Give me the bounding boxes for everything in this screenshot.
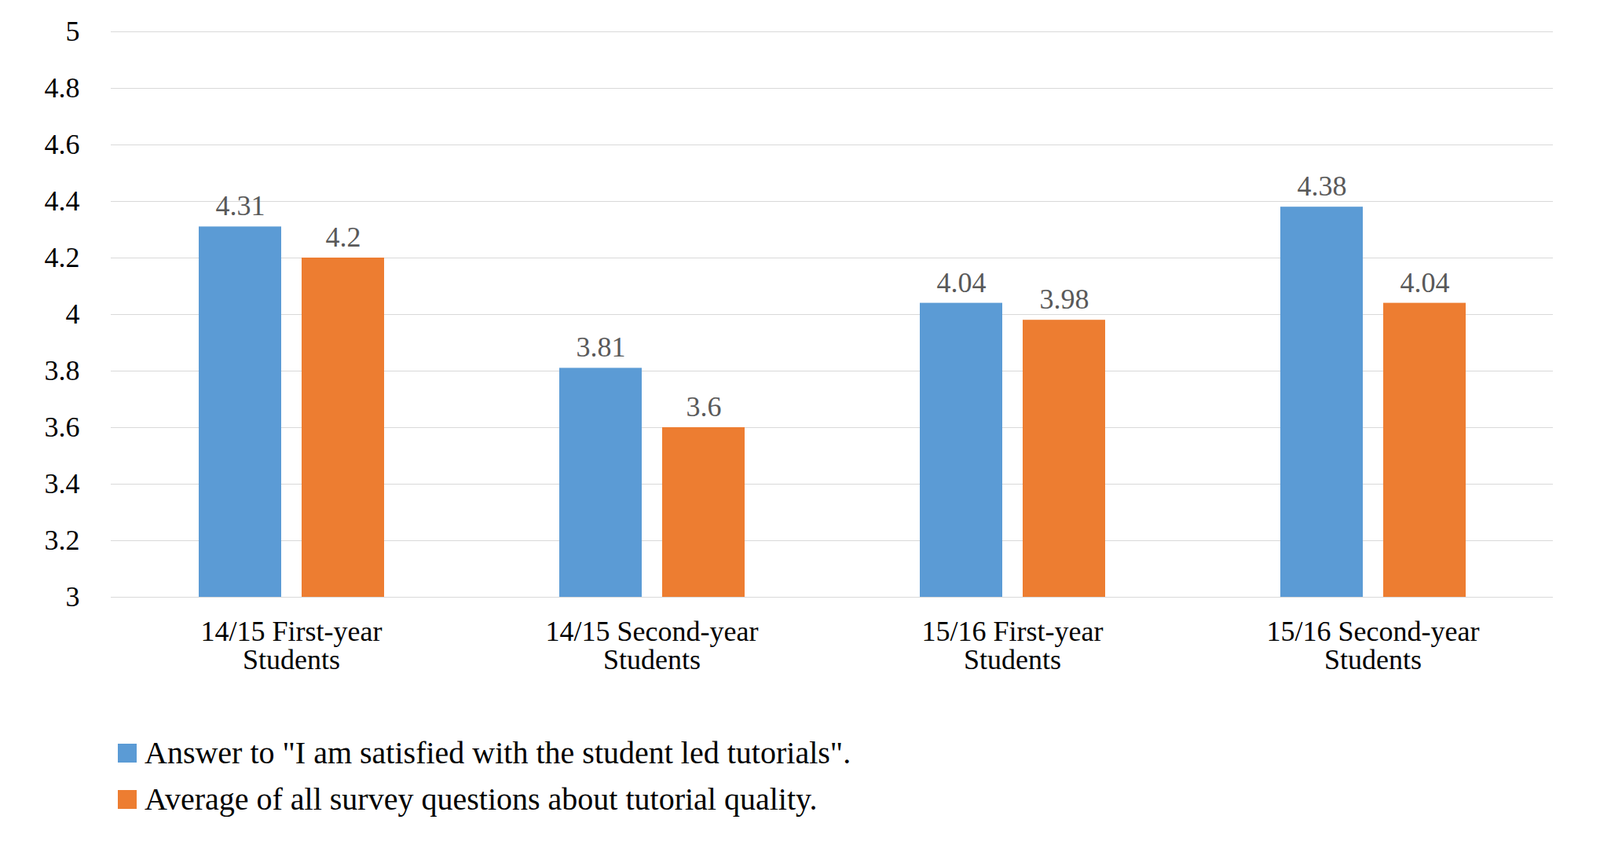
svg-text:3.98: 3.98 xyxy=(1039,283,1090,315)
svg-text:3.2: 3.2 xyxy=(44,524,81,557)
svg-text:3.81: 3.81 xyxy=(576,331,627,363)
svg-text:3: 3 xyxy=(65,581,81,613)
svg-text:4.6: 4.6 xyxy=(44,128,81,161)
html-text:Average of all survey question: Average of all survey questions about tu… xyxy=(144,781,818,817)
html-text:Answer to "I am satisfied with: Answer to "I am satisfied with the stude… xyxy=(144,735,851,771)
svg-text:4.4: 4.4 xyxy=(44,185,81,217)
svg-text:15/16 First-yearStudents: 15/16 First-yearStudents xyxy=(922,615,1104,676)
svg-text:4.8: 4.8 xyxy=(44,72,81,104)
svg-text:5: 5 xyxy=(65,15,81,48)
svg-text:3.8: 3.8 xyxy=(44,355,81,387)
svg-text:3.4: 3.4 xyxy=(44,468,81,500)
svg-text:4.38: 4.38 xyxy=(1297,170,1348,202)
svg-text:14/15 First-yearStudents: 14/15 First-yearStudents xyxy=(201,615,383,676)
svg-text:3.6: 3.6 xyxy=(686,391,722,423)
svg-text:4.2: 4.2 xyxy=(44,241,81,274)
svg-text:4.04: 4.04 xyxy=(937,267,987,299)
svg-text:3.6: 3.6 xyxy=(44,411,81,444)
svg-text:4.31: 4.31 xyxy=(216,190,266,222)
svg-text:4: 4 xyxy=(65,298,81,330)
svg-text:15/16 Second-yearStudents: 15/16 Second-yearStudents xyxy=(1266,615,1480,676)
svg-text:4.2: 4.2 xyxy=(325,221,362,253)
svg-text:4.04: 4.04 xyxy=(1400,267,1450,299)
svg-text:14/15 Second-yearStudents: 14/15 Second-yearStudents xyxy=(545,615,759,676)
